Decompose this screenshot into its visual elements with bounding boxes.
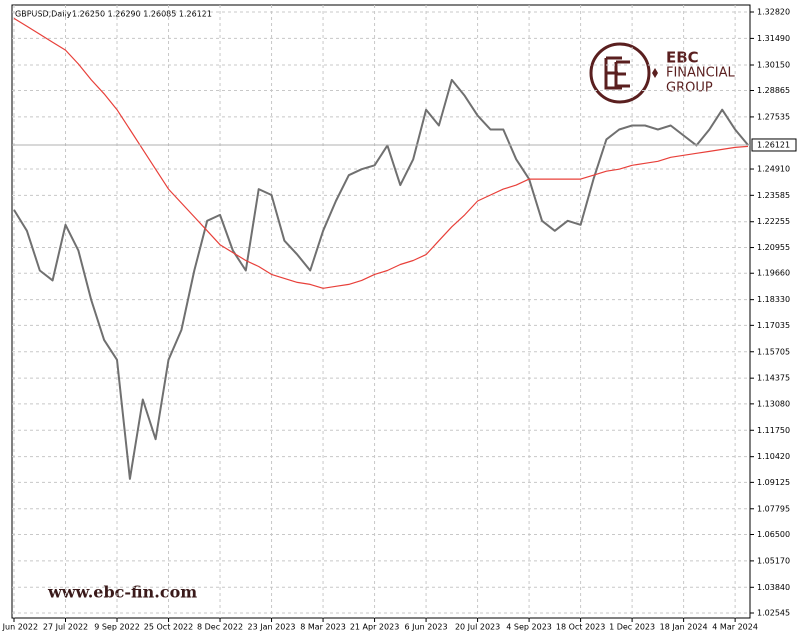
price-line	[13, 78, 749, 480]
brand-line: FINANCIAL	[666, 66, 735, 81]
y-tick-label: 1.28865	[757, 86, 790, 95]
brand-line: GROUP	[666, 81, 713, 96]
x-tick-label: 18 Oct 2023	[556, 623, 605, 632]
x-tick-label: 27 Jul 2022	[43, 623, 88, 632]
logo-monogram	[604, 56, 630, 90]
last-price-box	[751, 138, 797, 152]
x-tick-label: 23 Jan 2023	[248, 623, 296, 632]
y-tick-label: 1.19660	[757, 269, 790, 278]
y-tick-label: 1.05170	[757, 556, 790, 565]
y-tick-label: 1.32820	[757, 8, 790, 17]
y-tick-label: 1.11750	[757, 426, 790, 435]
grid	[12, 5, 750, 618]
x-tick-label: 13 Jun 2022	[0, 623, 38, 632]
plot-frame	[11, 4, 751, 619]
x-tick-label: 9 Sep 2022	[94, 623, 140, 632]
y-tick-label: 1.02545	[757, 609, 790, 618]
x-tick-label: 1 Dec 2023	[609, 623, 655, 632]
x-tick-label: 25 Oct 2022	[144, 623, 193, 632]
chart-title: GBPUSD,Daily	[15, 10, 72, 19]
y-tick-label: 1.15705	[757, 347, 790, 356]
quote: 1.26250 1.26290 1.26085 1.26121	[72, 10, 212, 19]
y-tick-label: 1.09125	[757, 478, 790, 487]
logo-star	[652, 68, 658, 78]
x-tick-label: 8 Dec 2022	[197, 623, 243, 632]
y-tick-label: 1.24910	[757, 165, 790, 174]
x-tick-label: 4 Mar 2024	[712, 623, 758, 632]
x-tick-label: 21 Apr 2023	[350, 623, 399, 632]
y-tick-label: 1.03840	[757, 583, 790, 592]
y-tick-label: 1.10420	[757, 452, 790, 461]
y-tick-label: 1.31490	[757, 34, 790, 43]
y-tick-label: 1.06500	[757, 530, 790, 539]
x-tick-label: 8 Mar 2023	[300, 623, 346, 632]
y-tick-label: 1.14375	[757, 374, 790, 383]
logo-ring	[589, 42, 651, 104]
y-tick-label: 1.30150	[757, 61, 790, 70]
y-tick-label: 1.18330	[757, 295, 790, 304]
y-tick-label: 1.07795	[757, 504, 790, 513]
y-tick-label: 1.17035	[757, 321, 790, 330]
logo: EBC FINANCIAL GROUP	[589, 42, 735, 104]
brand-name: EBC	[666, 49, 699, 67]
x-tick-label: 6 Jun 2023	[405, 623, 448, 632]
y-tick-label: 1.22255	[757, 217, 790, 226]
x-tick-label: 20 Jul 2023	[455, 623, 500, 632]
y-tick-label: 1.13080	[757, 399, 790, 408]
y-tick-label: 1.23585	[757, 191, 790, 200]
x-tick-label: 4 Sep 2023	[506, 623, 552, 632]
last-price-label: 1.26121	[757, 140, 790, 149]
y-tick-label: 1.20955	[757, 243, 790, 252]
watermark: www.ebc-fin.com	[47, 583, 197, 602]
y-tick-label: 1.27535	[757, 112, 790, 121]
x-tick-label: 18 Jan 2024	[660, 623, 708, 632]
moving-average	[13, 17, 749, 289]
